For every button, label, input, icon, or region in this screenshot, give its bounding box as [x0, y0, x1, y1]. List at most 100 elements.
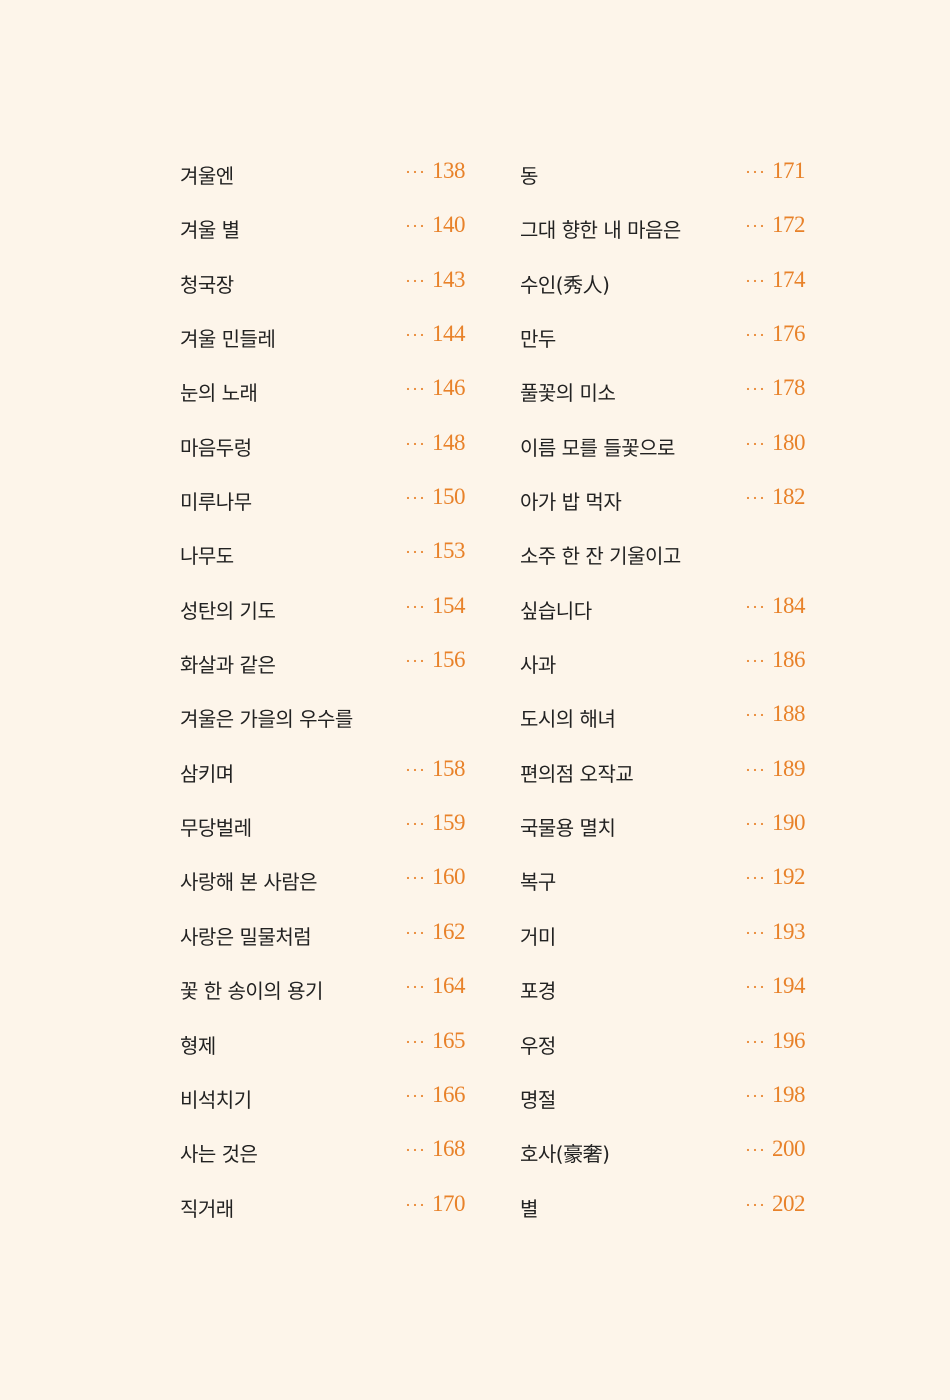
toc-column-left: 겨울엔 ··· 138 겨울 별 ··· 140 청국장 ··· 143 겨울 민들레 ··· 144… [180, 156, 466, 1243]
page-number: 193 [772, 918, 806, 944]
toc-entry[interactable]: 풀꽃의 미소 ··· 178 [520, 373, 806, 427]
toc-entry[interactable]: 포경 ··· 194 [520, 971, 806, 1025]
toc-entry-title: 그대 향한 내 마음은 [520, 218, 681, 243]
leader-dots: ··· [405, 814, 426, 835]
leader-dots: ··· [745, 596, 766, 617]
leader-dots: ··· [745, 433, 766, 454]
page-number: 190 [772, 810, 806, 836]
toc-entry-title: 포경 [520, 979, 556, 1004]
toc-entry[interactable]: 화살과 같은 ··· 156 [180, 645, 466, 699]
toc-entry-page: ··· 198 [745, 1082, 805, 1108]
toc-entry-page: ··· 158 [405, 756, 465, 782]
toc-entry-page: ··· 138 [405, 158, 465, 184]
toc-entry[interactable]: 사랑은 밀물처럼 ··· 162 [180, 917, 466, 971]
leader-dots: ··· [745, 1085, 766, 1106]
toc-entry[interactable]: 겨울엔 ··· 138 [180, 156, 466, 210]
toc-entry-page: ··· 166 [405, 1082, 465, 1108]
leader-dots: ··· [405, 1031, 426, 1052]
leader-dots: ··· [405, 1140, 426, 1161]
page-number: 174 [772, 266, 806, 292]
toc-entry-page: ··· 162 [405, 919, 465, 945]
page-number: 170 [432, 1190, 466, 1216]
toc-entry[interactable]: 별 ··· 202 [520, 1189, 806, 1243]
toc-entry[interactable]: 미루나무 ··· 150 [180, 482, 466, 536]
toc-entry-title: 삼키며 [180, 761, 234, 786]
leader-dots: ··· [745, 1194, 766, 1215]
toc-entry[interactable]: 사는 것은 ··· 168 [180, 1134, 466, 1188]
toc-entry[interactable]: 사랑해 본 사람은 ··· 160 [180, 862, 466, 916]
toc-entry[interactable]: 소주 한 잔 기울이고 [520, 536, 805, 590]
toc-entry-title: 동 [520, 164, 538, 188]
toc-entry[interactable]: 눈의 노래 ··· 146 [180, 373, 466, 427]
toc-entry[interactable]: 겨울은 가을의 우수를 [180, 699, 465, 753]
page-number: 162 [432, 918, 466, 944]
page-number: 172 [772, 212, 806, 238]
toc-entry[interactable]: 삼키며 ··· 158 [180, 754, 466, 808]
page-number: 178 [772, 375, 806, 401]
toc-entry-title: 화살과 같은 [180, 653, 276, 678]
toc-entry-title: 만두 [520, 327, 556, 352]
toc-entry-title: 미루나무 [180, 490, 252, 515]
toc-entry[interactable]: 형제 ··· 165 [180, 1026, 466, 1080]
toc-column-right: 동 ··· 171 그대 향한 내 마음은 ··· 172 수인(秀人) ··· 174 만두 ··… [520, 156, 806, 1243]
toc-entry[interactable]: 국물용 멸치 ··· 190 [520, 808, 806, 862]
page-number: 160 [432, 864, 466, 890]
toc-entry[interactable]: 이름 모를 들꽃으로 ··· 180 [520, 428, 806, 482]
leader-dots: ··· [405, 270, 426, 291]
toc-entry[interactable]: 복구 ··· 192 [520, 862, 806, 916]
toc-entry[interactable]: 마음두렁 ··· 148 [180, 428, 466, 482]
leader-dots: ··· [405, 542, 426, 563]
leader-dots: ··· [745, 759, 766, 780]
leader-dots: ··· [745, 922, 766, 943]
toc-entry-title: 아가 밥 먹자 [520, 490, 622, 515]
toc-entry[interactable]: 명절 ··· 198 [520, 1080, 806, 1134]
toc-entry[interactable]: 호사(豪奢) ··· 200 [520, 1134, 806, 1188]
toc-entry-page: ··· 194 [745, 973, 805, 999]
toc-entry[interactable]: 싶습니다 ··· 184 [520, 591, 806, 645]
page-number: 176 [772, 321, 806, 347]
toc-entry[interactable]: 동 ··· 171 [520, 156, 806, 210]
leader-dots: ··· [405, 922, 426, 943]
toc-entry[interactable]: 나무도 ··· 153 [180, 536, 466, 590]
toc-entry-page: ··· 192 [745, 864, 805, 890]
toc-entry[interactable]: 비석치기 ··· 166 [180, 1080, 466, 1134]
toc-entry[interactable]: 직거래 ··· 170 [180, 1189, 466, 1243]
leader-dots: ··· [405, 1085, 426, 1106]
toc-entry[interactable]: 수인(秀人) ··· 174 [520, 265, 806, 319]
toc-entry[interactable]: 꽃 한 송이의 용기 ··· 164 [180, 971, 466, 1025]
toc-entry-title: 명절 [520, 1087, 556, 1112]
toc-entry[interactable]: 아가 밥 먹자 ··· 182 [520, 482, 806, 536]
toc-entry[interactable]: 사과 ··· 186 [520, 645, 806, 699]
toc-entry[interactable]: 겨울 별 ··· 140 [180, 210, 466, 264]
toc-entry-title: 직거래 [180, 1196, 234, 1221]
toc-entry[interactable]: 편의점 오작교 ··· 189 [520, 754, 806, 808]
toc-entry[interactable]: 그대 향한 내 마음은 ··· 172 [520, 210, 806, 264]
page-number: 140 [432, 212, 466, 238]
toc-entry[interactable]: 도시의 해녀 ··· 188 [520, 699, 806, 753]
leader-dots: ··· [745, 270, 766, 291]
leader-dots: ··· [405, 162, 426, 182]
toc-entry-page: ··· 182 [745, 484, 805, 510]
toc-entry[interactable]: 청국장 ··· 143 [180, 265, 466, 319]
toc-entry[interactable]: 만두 ··· 176 [520, 319, 806, 373]
page-number: 189 [772, 755, 806, 781]
page-number: 143 [432, 266, 466, 292]
page-number: 146 [432, 375, 466, 401]
toc-entry-page: ··· 165 [405, 1028, 465, 1054]
page-number: 165 [432, 1027, 466, 1053]
toc-entry[interactable]: 거미 ··· 193 [520, 917, 806, 971]
toc-entry[interactable]: 성탄의 기도 ··· 154 [180, 591, 466, 645]
leader-dots: ··· [745, 1140, 766, 1161]
leader-dots: ··· [405, 433, 426, 454]
page-number: 156 [432, 647, 466, 673]
toc-entry[interactable]: 무당벌레 ··· 159 [180, 808, 466, 862]
leader-dots: ··· [745, 868, 766, 889]
toc-entry-title: 사랑해 본 사람은 [180, 870, 318, 895]
toc-entry-page: ··· 189 [745, 756, 805, 782]
page-number: 198 [772, 1081, 806, 1107]
leader-dots: ··· [745, 379, 766, 400]
toc-entry-title: 무당벌레 [180, 816, 252, 841]
toc-entry[interactable]: 우정 ··· 196 [520, 1026, 806, 1080]
toc-entry[interactable]: 겨울 민들레 ··· 144 [180, 319, 466, 373]
toc-entry-page: ··· 168 [405, 1136, 465, 1162]
